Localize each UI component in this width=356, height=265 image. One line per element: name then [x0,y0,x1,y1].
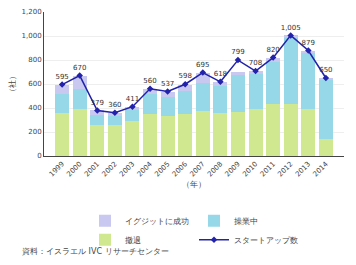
svg-text:595: 595 [55,73,68,81]
svg-text:（社）: （社） [8,72,17,96]
svg-text:2011: 2011 [259,160,277,178]
svg-text:618: 618 [214,70,227,78]
svg-text:2014: 2014 [312,160,331,179]
svg-text:411: 411 [126,95,139,103]
svg-text:2000: 2000 [65,160,83,178]
svg-text:820: 820 [266,46,279,54]
svg-text:イグジットに成功: イグジットに成功 [125,217,189,226]
svg-text:資料：イスラエル IVC リサーチセンター: 資料：イスラエル IVC リサーチセンター [22,247,169,256]
svg-text:2012: 2012 [276,160,294,178]
svg-text:2010: 2010 [241,160,259,178]
svg-text:799: 799 [231,48,244,56]
svg-text:1,005: 1,005 [281,24,301,32]
svg-text:2004: 2004 [136,160,155,179]
svg-text:2001: 2001 [83,160,101,178]
svg-text:2013: 2013 [294,160,312,178]
svg-text:2006: 2006 [171,160,190,179]
svg-text:598: 598 [179,72,192,80]
svg-text:2003: 2003 [118,160,136,178]
svg-text:708: 708 [249,59,262,67]
svg-text:2002: 2002 [101,160,119,178]
svg-text:2007: 2007 [188,160,206,178]
svg-text:（年）: （年） [182,180,206,189]
svg-text:360: 360 [108,101,121,109]
svg-text:537: 537 [161,80,174,88]
svg-text:400: 400 [28,104,41,112]
svg-text:操業中: 操業中 [234,217,258,226]
svg-text:1999: 1999 [48,160,66,178]
svg-text:200: 200 [28,128,41,136]
svg-text:1,200: 1,200 [22,8,42,16]
svg-text:スタートアップ数: スタートアップ数 [234,236,298,245]
svg-text:800: 800 [28,56,41,64]
svg-text:2009: 2009 [224,160,242,178]
svg-text:600: 600 [28,80,41,88]
svg-text:379: 379 [91,99,104,107]
svg-text:2008: 2008 [206,160,224,178]
svg-text:560: 560 [143,77,156,85]
svg-text:0: 0 [37,152,41,160]
svg-text:2005: 2005 [153,160,171,178]
svg-text:650: 650 [319,66,332,74]
svg-text:670: 670 [73,64,86,72]
svg-text:695: 695 [196,61,209,69]
svg-text:879: 879 [302,39,315,47]
svg-text:1,000: 1,000 [22,32,42,40]
svg-text:撤退: 撤退 [125,236,141,245]
